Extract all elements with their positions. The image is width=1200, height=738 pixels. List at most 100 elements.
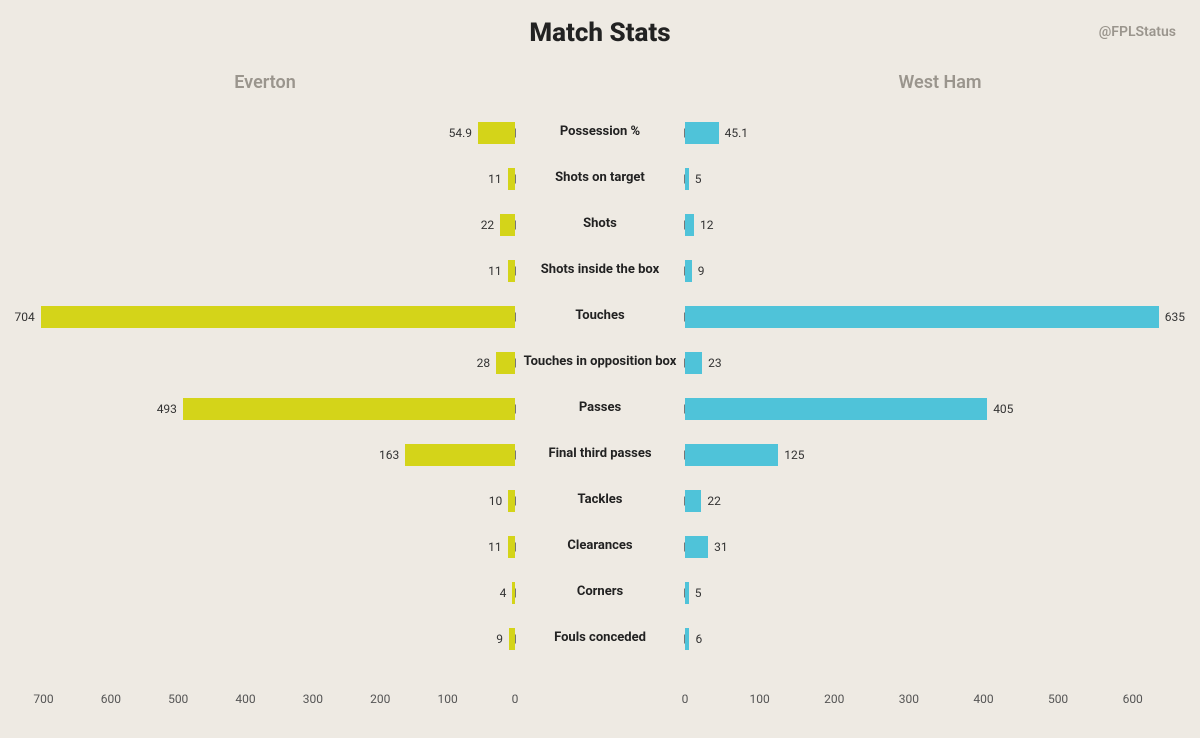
bar-left [496,352,515,374]
stat-row: Shots on target 11 5 [30,156,1170,202]
tick-mark [684,267,685,276]
value-right: 635 [1165,310,1185,324]
stat-label: Shots inside the box [541,262,659,277]
stat-row: Passes493405 [30,386,1170,432]
value-left: 11 [488,264,502,278]
stat-row: Corners45 [30,570,1170,616]
bar-left [183,398,515,420]
value-left: 11 [488,540,502,554]
tick-mark [684,313,685,322]
value-right: 12 [700,218,714,232]
stat-label: Shots [583,216,617,231]
bar-right [685,398,987,420]
stat-label: Passes [579,400,621,415]
bar-right [685,490,701,512]
value-left: 11 [488,172,502,186]
tick-mark [684,221,685,230]
bar-right [685,352,702,374]
value-right: 5 [695,172,702,186]
tick-mark [515,405,516,414]
tick-mark [515,221,516,230]
axis-tick-right: 600 [1123,692,1143,706]
stat-row: Possession % 54.9 45.1 [30,110,1170,156]
bar-left [508,260,515,282]
tick-mark [684,405,685,414]
value-left: 54.9 [449,126,472,140]
tick-mark [684,451,685,460]
bar-right [685,628,689,650]
bar-right [685,260,692,282]
axis-tick-right: 100 [749,692,769,706]
value-left: 22 [481,218,495,232]
stat-row: Touches704635 [30,294,1170,340]
axis-tick-left: 100 [438,692,458,706]
value-right: 5 [695,586,702,600]
value-right: 23 [708,356,722,370]
axis-tick-right: 300 [899,692,919,706]
bar-left [508,490,515,512]
tick-mark [515,359,516,368]
team-labels: Everton West Ham [0,72,1200,102]
value-right: 6 [695,632,702,646]
tick-mark [684,175,685,184]
value-left: 9 [496,632,503,646]
bar-right [685,444,778,466]
value-right: 125 [784,448,804,462]
axis-tick-left: 400 [235,692,255,706]
chart-area: Possession %54.945.1Shots on target115Sh… [30,110,1170,688]
axis-tick-left: 200 [370,692,390,706]
stat-label: Touches [575,308,624,323]
tick-mark [515,267,516,276]
bar-right [685,168,689,190]
stat-label: Final third passes [548,446,651,461]
value-left: 163 [379,448,399,462]
bar-left [500,214,515,236]
bar-left [405,444,515,466]
tick-mark [515,635,516,644]
tick-mark [515,543,516,552]
stat-label: Touches in opposition box [524,354,677,369]
value-left: 704 [15,310,35,324]
stat-label: Clearances [567,538,632,553]
axis-tick-left: 500 [168,692,188,706]
tick-mark [515,589,516,598]
tick-mark [684,635,685,644]
value-right: 31 [714,540,728,554]
stat-label: Possession % [560,124,640,139]
axis-tick-right: 0 [682,692,689,706]
value-left: 493 [157,402,177,416]
bar-left [41,306,515,328]
tick-mark [684,359,685,368]
tick-mark [515,175,516,184]
stat-row: Tackles1022 [30,478,1170,524]
stat-row: Fouls conceded 9 6 [30,616,1170,662]
stat-label: Tackles [578,492,623,507]
stat-row: Final third passes 163 125 [30,432,1170,478]
stat-label: Shots on target [555,170,645,185]
bar-right [685,536,708,558]
tick-mark [515,451,516,460]
axis-tick-left: 700 [33,692,53,706]
axis-tick-right: 200 [824,692,844,706]
tick-mark [684,497,685,506]
stat-row: Shots 22 12 [30,202,1170,248]
axis-tick-left: 300 [303,692,323,706]
axis-tick-left: 600 [101,692,121,706]
bar-right [685,582,689,604]
bar-left [508,536,515,558]
stat-label: Corners [577,584,623,599]
chart-title: Match Stats [0,0,1200,48]
team-left-label: Everton [234,72,296,93]
value-left: 10 [489,494,503,508]
tick-mark [684,589,685,598]
value-left: 28 [477,356,491,370]
tick-mark [684,543,685,552]
bar-left [478,122,515,144]
attribution-label: @FPLStatus [1099,24,1176,40]
stat-row: Clearances 11 31 [30,524,1170,570]
value-right: 45.1 [725,126,748,140]
tick-mark [684,129,685,138]
tick-mark [515,313,516,322]
stat-label: Fouls conceded [554,630,646,645]
value-right: 9 [698,264,705,278]
